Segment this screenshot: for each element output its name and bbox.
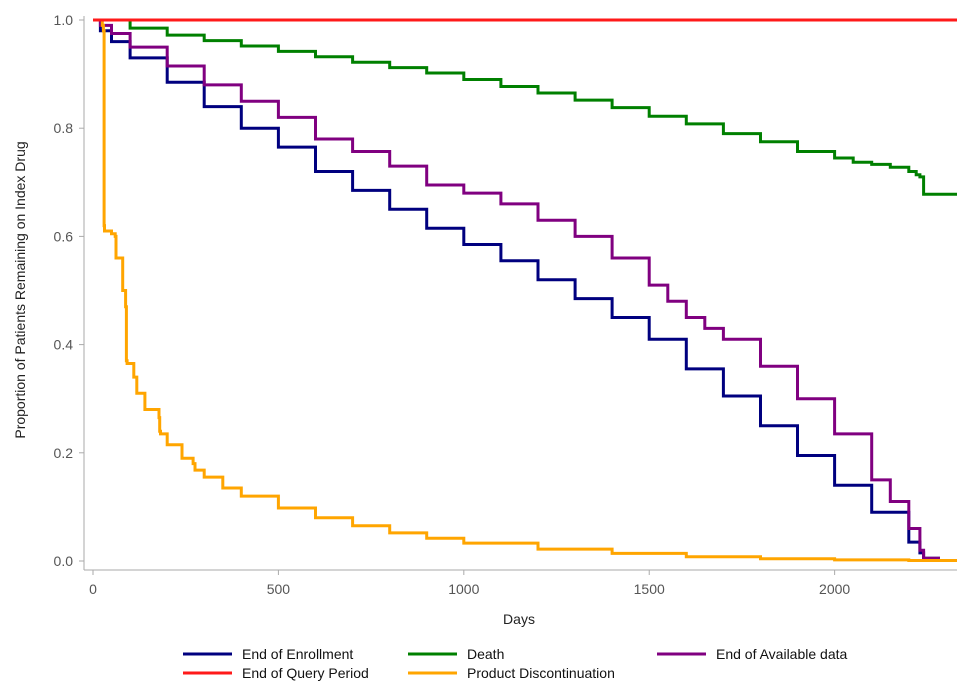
y-tick-label: 0.6: [54, 228, 74, 244]
y-tick-label: 0.0: [54, 553, 74, 569]
legend-label: Death: [467, 646, 504, 662]
series-line-end-of-enrollment: [93, 18, 940, 561]
series-line-product-discontinuation: [93, 18, 957, 562]
y-tick-label: 0.4: [54, 337, 74, 353]
series-line-death: [93, 18, 957, 196]
series-line-end-of-available-data: [93, 18, 940, 561]
x-axis-title: Days: [503, 611, 535, 627]
axes: 0.0 0.2 0.4 0.6 0.8 1.0 0 500 1000 1500 2000: [54, 12, 957, 597]
legend-label: End of Query Period: [242, 665, 369, 681]
legend: End of Enrollment End of Query Period Deat…: [183, 646, 848, 681]
y-axis-title: Proportion of Patients Remaining on Inde…: [12, 141, 28, 438]
y-tick-label: 1.0: [54, 12, 74, 28]
x-tick-label: 2000: [819, 581, 850, 597]
legend-label: End of Enrollment: [242, 646, 353, 662]
x-tick-label: 0: [89, 581, 97, 597]
y-tick-label: 0.8: [54, 120, 74, 136]
series-lines: [93, 18, 957, 562]
legend-label: Product Discontinuation: [467, 665, 615, 681]
y-tick-label: 0.2: [54, 445, 74, 461]
legend-label: End of Available data: [716, 646, 848, 662]
x-tick-label: 1500: [634, 581, 665, 597]
x-tick-label: 1000: [448, 581, 479, 597]
x-tick-label: 500: [267, 581, 291, 597]
